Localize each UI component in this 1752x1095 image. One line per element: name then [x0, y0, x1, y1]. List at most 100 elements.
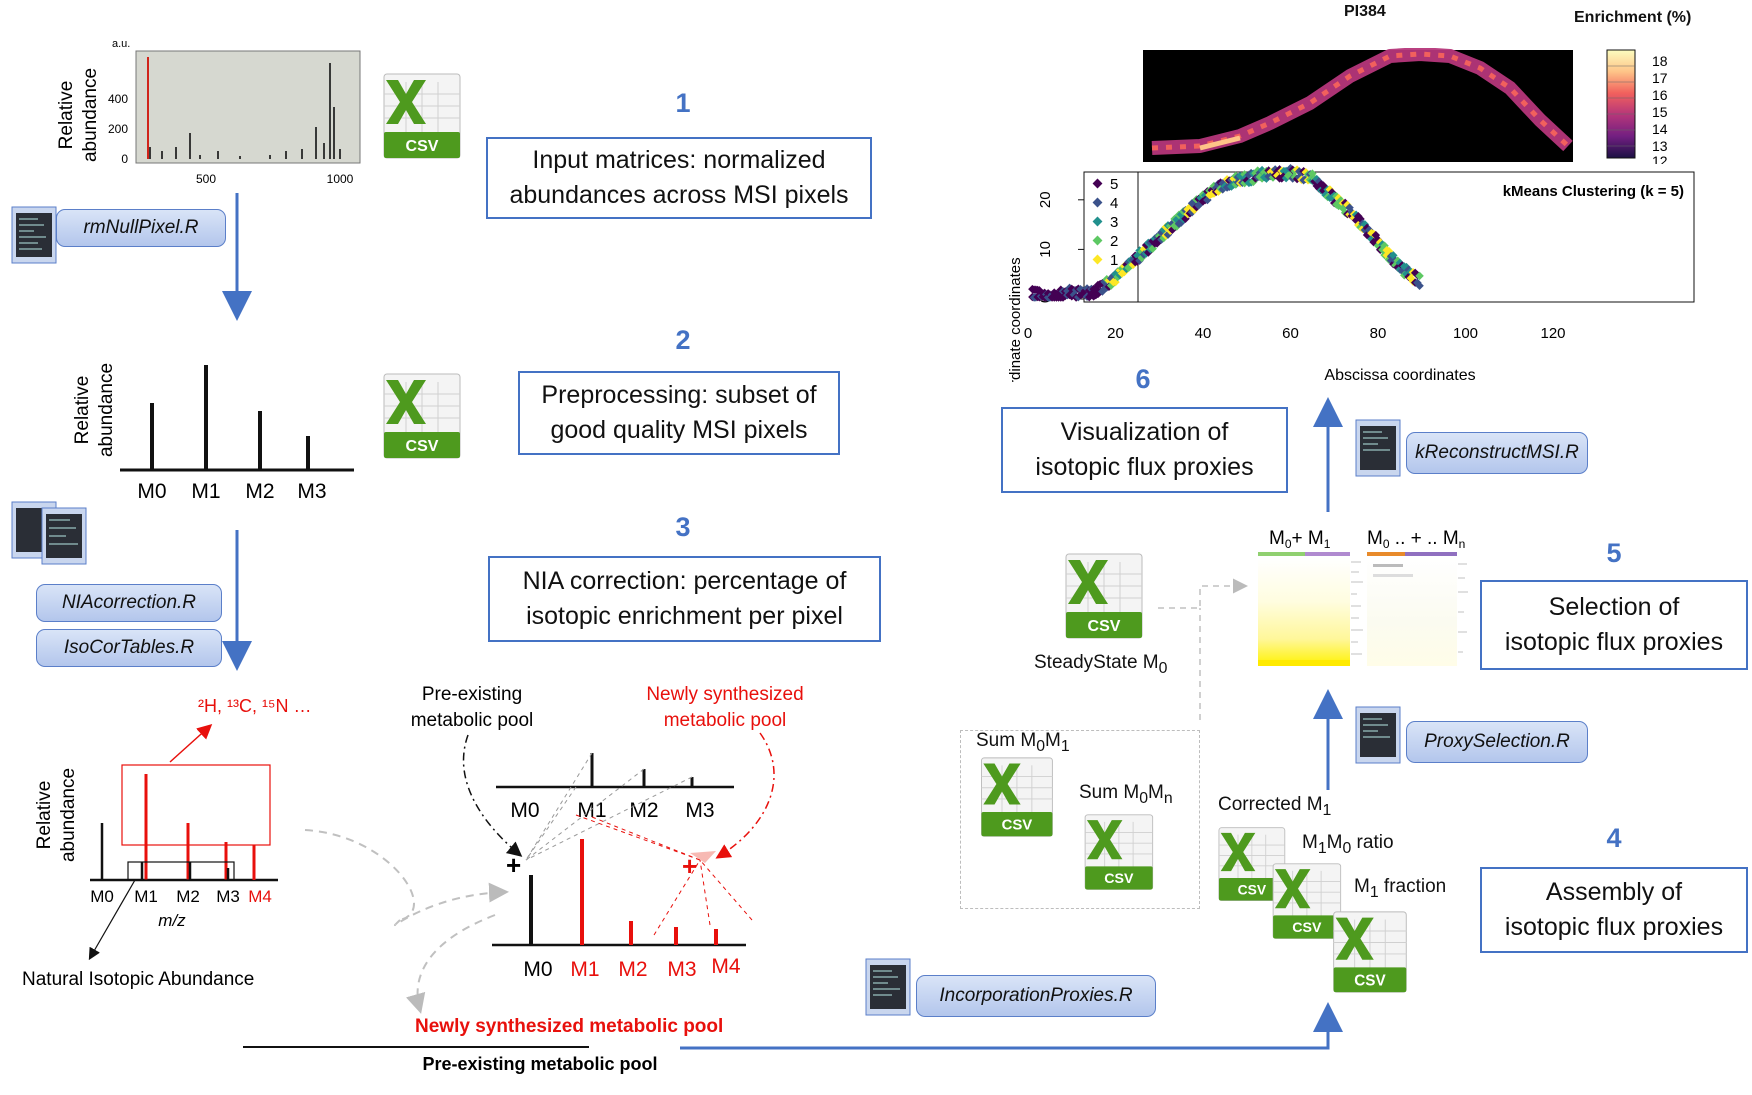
- spectrum-raw: a.u. 200 400 0 500 1000 Relative abundan…: [56, 38, 361, 186]
- svg-text:M1: M1: [577, 799, 606, 822]
- dashed-steady-link: [1158, 578, 1248, 609]
- svg-text:M4: M4: [248, 887, 272, 906]
- spectrum-raw-ytick: 200: [108, 122, 128, 136]
- svg-text:Newly synthesized: Newly synthesized: [646, 684, 803, 705]
- csv-icon-steadystate: CSV: [1058, 552, 1148, 642]
- script-label: kReconstructMSI.R: [1406, 432, 1588, 474]
- excel-csv-icon: CSV: [981, 757, 1053, 837]
- selection-heatmaps: M0+ M1 M0 .. + .. Mn: [1258, 528, 1468, 666]
- svg-text:16: 16: [1652, 87, 1668, 103]
- chart-ytick: 10: [1037, 241, 1054, 258]
- nia-box: [127, 861, 235, 881]
- step-5-box: Selection of isotopic flux proxies: [1480, 580, 1748, 670]
- sums-dashed-box: [960, 730, 1200, 909]
- spectrum-raw-ylabel: Relative: [56, 81, 77, 150]
- step-5-number: 5: [1606, 538, 1622, 568]
- svg-text:14: 14: [1652, 121, 1668, 137]
- chart-xtick: 0: [1024, 325, 1032, 342]
- csv-label: CSV: [1354, 972, 1386, 989]
- legend-label: 5: [1110, 176, 1118, 193]
- spectrum-raw-xtick: 1000: [327, 172, 354, 186]
- script-icon-double: [8, 500, 98, 566]
- ratio-bar-full: [243, 1046, 589, 1048]
- excel-csv-icon: CSV: [1218, 827, 1286, 901]
- spectrum-raw-panel: [135, 50, 361, 164]
- csv-label: CSV: [1292, 920, 1322, 936]
- csv-label: CSV: [406, 438, 439, 455]
- excel-csv-icon: CSV: [1333, 911, 1407, 993]
- spectrum-raw-peaks: [149, 63, 341, 159]
- chart-xtick: 120: [1540, 325, 1565, 342]
- fraction-label: M1 fraction: [1354, 876, 1447, 901]
- spectrum-raw-xtick: 500: [196, 172, 216, 186]
- svg-text:M2: M2: [629, 799, 658, 822]
- chart-ylabel: Ordinate coordinates: [1007, 257, 1024, 382]
- dashed-curve-1: [304, 829, 415, 921]
- svg-text:Relative: Relative: [72, 376, 93, 445]
- ratio-numerator: Newly synthesized metabolic pool: [415, 1016, 723, 1037]
- csv-label: CSV: [1238, 881, 1267, 897]
- svg-text:15: 15: [1652, 104, 1668, 120]
- script-label: IncorporationProxies.R: [916, 975, 1156, 1017]
- steadystate-label: SteadyState M0: [1034, 652, 1168, 677]
- ratio-label: M1M0 ratio: [1302, 832, 1394, 857]
- script-label: rmNullPixel.R: [56, 209, 226, 247]
- csv-icon-sum01: CSV: [974, 756, 1058, 840]
- chart-xlabel: Abscissa coordinates: [1324, 367, 1475, 382]
- csv-icon-preprocessing: CSV: [376, 372, 466, 462]
- kmeans-scatter-chart: kMeans Clustering (k = 5) Ordinate coord…: [1007, 164, 1695, 382]
- legend-label: 4: [1110, 195, 1118, 212]
- svg-text:abundance: abundance: [96, 363, 117, 457]
- spectrum-raw-unit: a.u.: [112, 38, 130, 50]
- legend-marker: [1092, 178, 1103, 189]
- excel-csv-icon: CSV: [1272, 863, 1342, 939]
- script-incorporationproxies[interactable]: IncorporationProxies.R: [862, 957, 1162, 1017]
- svg-text:M2: M2: [618, 958, 647, 981]
- chart-title: kMeans Clustering (k = 5): [1503, 183, 1684, 200]
- spectrum-nia: ²H, ¹³C, ¹⁵N … Relative abundance M0 M1 …: [22, 696, 311, 990]
- svg-text:metabolic pool: metabolic pool: [664, 710, 787, 731]
- svg-text:18: 18: [1652, 53, 1668, 69]
- csv-label: CSV: [1088, 618, 1121, 635]
- svg-text:M0: M0: [137, 480, 166, 503]
- legend-marker: [1092, 254, 1103, 265]
- step-4-number: 4: [1606, 823, 1622, 853]
- svg-text:M0: M0: [510, 799, 539, 822]
- step-1-number: 1: [675, 88, 691, 118]
- svg-text:abundance: abundance: [58, 768, 79, 862]
- script-niacorrection[interactable]: NIAcorrection.R: [36, 584, 222, 622]
- svg-text:M3: M3: [216, 887, 240, 906]
- isotope-highlight-box: [121, 764, 271, 846]
- csv-icon-input: CSV: [376, 72, 466, 162]
- metabolic-pools: Pre-existing metabolic pool Newly synthe…: [380, 684, 804, 1074]
- isotopes-label: ²H, ¹³C, ¹⁵N …: [198, 696, 311, 716]
- corrected-label: Corrected M1: [1218, 794, 1332, 819]
- selection-col2-label: M0 .. + .. Mn: [1367, 528, 1465, 551]
- step-2-number: 2: [675, 325, 691, 355]
- script-proxyselection[interactable]: ProxySelection.R: [1352, 705, 1592, 764]
- heatmap-colorbar: [1606, 49, 1636, 159]
- script-label: ProxySelection.R: [1406, 721, 1588, 763]
- svg-text:M2: M2: [176, 887, 200, 906]
- script-rmnullpixel[interactable]: rmNullPixel.R: [8, 205, 232, 264]
- spectrum-raw-ytick: 400: [108, 92, 128, 106]
- chart-plot-area: [1083, 171, 1695, 303]
- step-2-box: Preprocessing: subset of good quality MSI…: [518, 371, 840, 455]
- spectrum-raw-ylabel: abundance: [80, 68, 101, 162]
- script-kreconstructmsi[interactable]: kReconstructMSI.R: [1352, 418, 1592, 477]
- script-isocortables[interactable]: IsoCorTables.R: [36, 629, 222, 667]
- dashed-curve-2: [394, 882, 509, 926]
- script-icon: [1355, 419, 1401, 477]
- svg-text:metabolic pool: metabolic pool: [411, 710, 534, 731]
- svg-text:12: 12: [1652, 153, 1668, 164]
- chart-xtick: 100: [1453, 325, 1478, 342]
- step-4-box: Assembly of isotopic flux proxies: [1480, 867, 1748, 953]
- chart-xtick: 40: [1195, 325, 1212, 342]
- csv-icon-ratio: CSV: [1266, 862, 1346, 942]
- svg-text:Pre-existing: Pre-existing: [422, 684, 522, 705]
- nia-label: Natural Isotopic Abundance: [22, 969, 254, 990]
- ratio-denominator: Pre-existing metabolic pool: [422, 1054, 657, 1074]
- plus-newly: +: [682, 851, 697, 881]
- heatmap-legend-title: Enrichment (%): [1574, 9, 1692, 26]
